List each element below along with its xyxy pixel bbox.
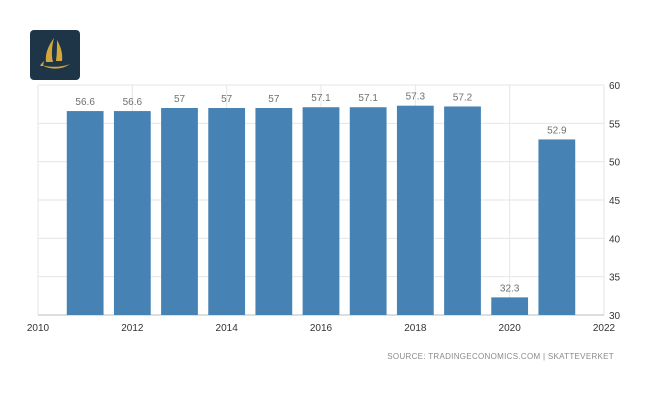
x-tick-label: 2012	[121, 323, 144, 334]
y-tick-label: 45	[609, 196, 621, 207]
bar-2020	[491, 297, 529, 315]
data-label-2017: 57.1	[358, 93, 378, 104]
y-tick-label: 35	[609, 273, 621, 284]
data-label-2018: 57.3	[406, 92, 426, 103]
bar-2013	[161, 108, 198, 315]
y-tick-label: 50	[609, 158, 621, 169]
x-axis-ticks: 2010 2012 2014 2016 2018 2020 2022	[27, 323, 616, 334]
y-tick-label: 60	[609, 81, 621, 92]
bar-2012	[113, 111, 151, 315]
bar-2017	[349, 107, 387, 315]
data-label-2012: 56.6	[123, 97, 143, 108]
y-axis-ticks: 30 35 40 45 50 55 60	[609, 81, 621, 322]
data-label-2014: 57	[221, 94, 233, 105]
bars	[66, 105, 576, 315]
y-tick-label: 30	[609, 311, 621, 322]
y-tick-label: 55	[609, 119, 621, 130]
x-tick-label: 2018	[404, 323, 427, 334]
bar-2019	[444, 106, 481, 315]
bar-2014	[208, 108, 246, 315]
bar-2011	[66, 111, 104, 315]
bar-2021	[538, 139, 576, 315]
bar-2018	[396, 105, 434, 315]
logo	[30, 30, 80, 80]
data-label-2013: 57	[174, 94, 186, 105]
data-label-2015: 57	[268, 94, 280, 105]
data-label-2020: 32.3	[500, 283, 520, 294]
x-tick-label: 2010	[27, 323, 50, 334]
data-label-2016: 57.1	[311, 93, 331, 104]
y-tick-label: 40	[609, 234, 621, 245]
x-tick-label: 2016	[310, 323, 333, 334]
x-tick-label: 2020	[499, 323, 522, 334]
x-tick-label: 2022	[593, 323, 616, 334]
data-label-2021: 52.9	[547, 125, 567, 136]
bar-2015	[255, 108, 293, 315]
value-labels: 56.6 56.6 57 57 57 57.1 57.1 57.3 57.2 32.3 52.9	[75, 92, 567, 295]
x-tick-label: 2014	[216, 323, 239, 334]
data-label-2019: 57.2	[453, 92, 473, 103]
source-note: SOURCE: TRADINGECONOMICS.COM | SKATTEVER…	[387, 352, 614, 361]
data-label-2011: 56.6	[75, 97, 95, 108]
bar-2016	[302, 107, 340, 315]
gold-sail-emblem-icon	[30, 30, 80, 80]
